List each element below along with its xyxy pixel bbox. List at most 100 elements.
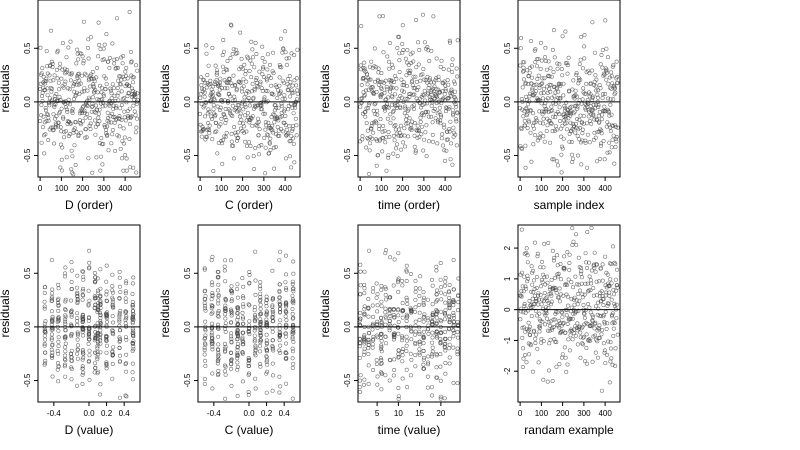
data-point bbox=[383, 251, 388, 256]
data-point bbox=[541, 116, 546, 121]
data-point bbox=[545, 316, 550, 321]
data-point bbox=[451, 328, 456, 333]
data-point bbox=[247, 281, 252, 286]
data-point bbox=[93, 323, 98, 328]
data-point bbox=[80, 372, 85, 377]
data-point bbox=[49, 309, 54, 314]
data-point bbox=[434, 331, 439, 336]
data-point bbox=[241, 315, 246, 320]
data-point bbox=[400, 23, 405, 28]
data-point bbox=[381, 50, 386, 55]
data-point bbox=[110, 376, 115, 381]
data-point bbox=[63, 353, 68, 358]
data-point bbox=[126, 90, 131, 95]
data-point bbox=[590, 95, 595, 100]
data-point bbox=[102, 42, 107, 47]
data-point bbox=[105, 299, 110, 304]
data-point bbox=[64, 155, 69, 160]
data-point bbox=[286, 107, 291, 112]
data-point bbox=[519, 127, 524, 132]
data-point bbox=[615, 74, 620, 79]
data-point bbox=[64, 55, 69, 60]
data-point bbox=[232, 82, 237, 87]
data-point bbox=[216, 301, 221, 306]
data-point bbox=[223, 86, 228, 91]
data-point bbox=[207, 123, 212, 128]
data-point bbox=[390, 102, 395, 107]
data-point bbox=[533, 336, 538, 341]
data-point bbox=[111, 86, 116, 91]
data-point bbox=[536, 135, 541, 140]
data-point bbox=[80, 313, 85, 318]
data-point bbox=[362, 286, 367, 291]
data-point bbox=[235, 328, 240, 333]
data-point bbox=[599, 117, 604, 122]
data-point bbox=[261, 65, 266, 70]
data-point bbox=[223, 258, 228, 263]
data-point bbox=[532, 133, 537, 138]
data-point bbox=[601, 303, 606, 308]
data-point bbox=[410, 83, 415, 88]
data-point bbox=[216, 368, 221, 373]
data-point bbox=[80, 314, 85, 319]
data-point bbox=[80, 357, 85, 362]
data-point bbox=[599, 52, 604, 57]
data-point bbox=[421, 348, 426, 353]
data-point bbox=[429, 277, 434, 282]
y-tick-label: -2 bbox=[503, 367, 512, 375]
data-point bbox=[537, 325, 542, 330]
data-point bbox=[216, 269, 221, 274]
y-tick-label: 0.0 bbox=[183, 96, 192, 108]
data-point bbox=[86, 318, 91, 323]
data-point bbox=[72, 82, 77, 87]
data-point bbox=[453, 97, 458, 102]
data-point bbox=[439, 285, 444, 290]
data-point bbox=[605, 150, 610, 155]
data-point bbox=[94, 155, 99, 160]
data-point bbox=[439, 297, 444, 302]
data-point bbox=[254, 51, 259, 56]
data-point bbox=[439, 330, 444, 335]
data-point bbox=[271, 145, 276, 150]
data-point bbox=[243, 139, 248, 144]
data-point bbox=[611, 97, 616, 102]
plot-frame bbox=[517, 0, 621, 178]
data-point bbox=[284, 318, 289, 323]
data-point bbox=[455, 38, 460, 43]
data-point bbox=[246, 389, 251, 394]
data-point bbox=[277, 322, 282, 327]
data-point bbox=[381, 124, 386, 129]
data-point bbox=[253, 343, 258, 348]
data-point bbox=[371, 334, 376, 339]
data-point bbox=[520, 335, 525, 340]
data-point bbox=[560, 146, 565, 151]
data-point bbox=[575, 342, 580, 347]
data-point bbox=[590, 94, 595, 99]
data-point bbox=[396, 251, 401, 256]
data-point bbox=[75, 47, 80, 52]
data-point bbox=[285, 132, 290, 137]
data-point bbox=[436, 78, 441, 83]
data-point bbox=[231, 156, 236, 161]
data-point bbox=[561, 136, 566, 141]
data-point bbox=[578, 355, 583, 360]
data-point bbox=[549, 302, 554, 307]
data-point bbox=[408, 351, 413, 356]
y-tick-label: -0.5 bbox=[23, 148, 32, 162]
data-point bbox=[422, 355, 427, 360]
data-point bbox=[374, 120, 379, 125]
data-point bbox=[78, 130, 83, 135]
data-point bbox=[375, 309, 380, 314]
data-point bbox=[393, 127, 398, 132]
points-group bbox=[38, 10, 140, 177]
data-point bbox=[117, 296, 122, 301]
data-point bbox=[584, 81, 589, 86]
data-point bbox=[199, 83, 204, 88]
data-point bbox=[265, 67, 270, 72]
x-tick-label: 0.4 bbox=[279, 409, 291, 418]
data-point bbox=[569, 305, 574, 310]
data-point bbox=[277, 374, 282, 379]
data-point bbox=[280, 96, 285, 101]
data-point bbox=[604, 67, 609, 72]
data-point bbox=[387, 319, 392, 324]
